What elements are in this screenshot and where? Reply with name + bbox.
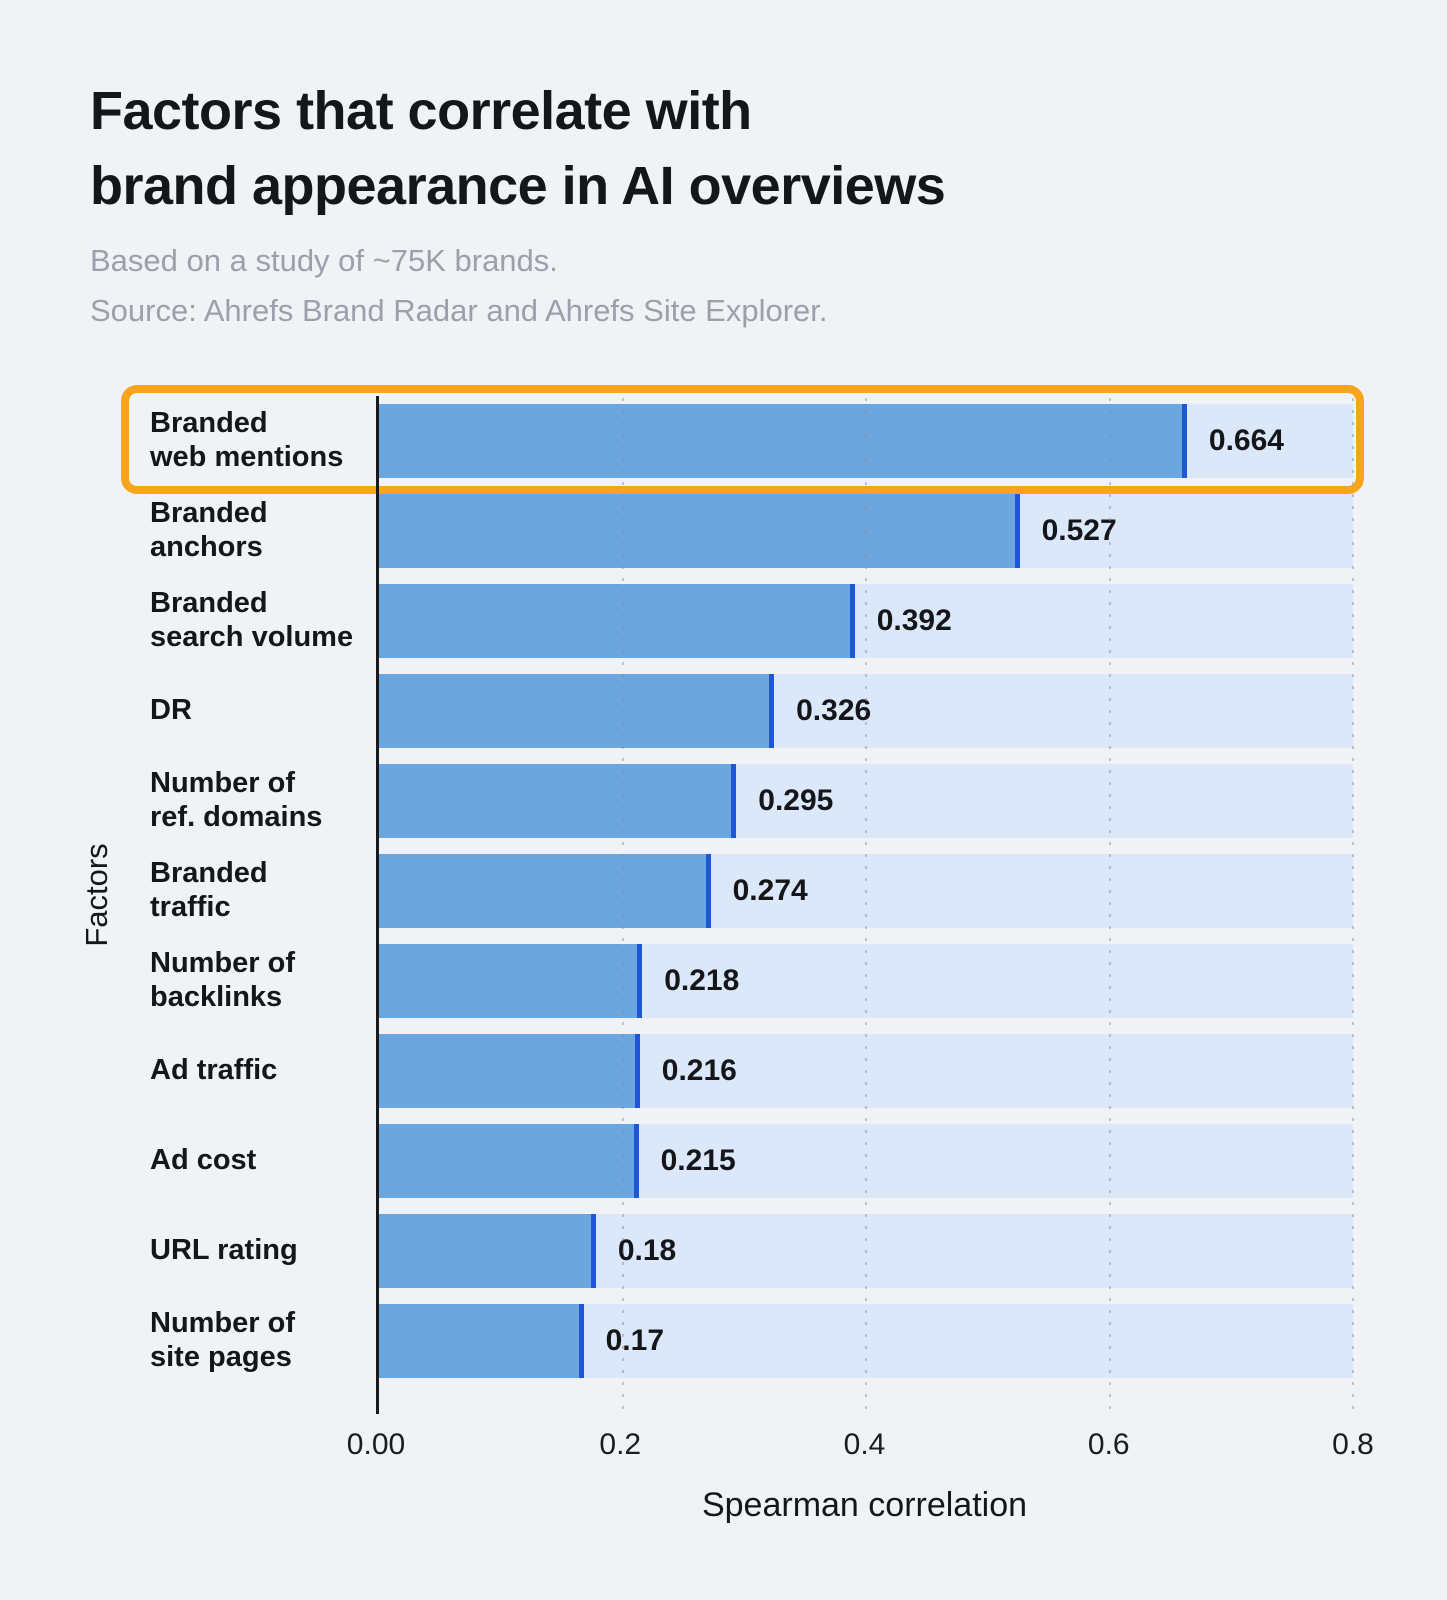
- bar-row: Number of ref. domains 0.295: [133, 764, 1353, 838]
- value-label: 0.326: [796, 694, 872, 727]
- bar-track: 0.17: [376, 1304, 1353, 1378]
- value-label: 0.392: [876, 604, 952, 637]
- bar-fill: [376, 674, 775, 748]
- value-label: 0.17: [605, 1324, 664, 1357]
- category-label: DR: [150, 694, 192, 727]
- category-label: Branded traffic: [150, 857, 268, 923]
- bar-track: 0.295: [376, 764, 1353, 838]
- bar-fill: [376, 944, 643, 1018]
- y-axis-label: Factors: [79, 843, 114, 947]
- value-label: 0.274: [732, 874, 808, 907]
- bar-row: Branded web mentions 0.664: [121, 385, 1364, 494]
- bar-track: 0.664: [376, 404, 1353, 478]
- chart-subtitle: Based on a study of ~75K brands. Source:…: [90, 243, 828, 329]
- category-label: URL rating: [150, 1234, 298, 1267]
- bar-fill: [376, 764, 737, 838]
- bar-row: Ad traffic 0.216: [133, 1034, 1353, 1108]
- value-label: 0.216: [661, 1054, 737, 1087]
- y-axis-line: [376, 396, 379, 1414]
- bar-rows: Branded web mentions 0.664 Branded anchors…: [121, 385, 1364, 1394]
- category-label: Branded search volume: [150, 587, 354, 653]
- value-label: 0.664: [1208, 424, 1284, 457]
- bar-track: 0.326: [376, 674, 1353, 748]
- category-label: Number of ref. domains: [150, 767, 323, 833]
- bar-fill: [376, 1124, 639, 1198]
- x-tick-label: 0.6: [1087, 1428, 1130, 1461]
- category-label: Ad cost: [150, 1144, 257, 1177]
- value-label: 0.218: [664, 964, 740, 997]
- bar-track: 0.216: [376, 1034, 1353, 1108]
- category-label: Branded anchors: [150, 497, 268, 563]
- bar-fill: [376, 1304, 584, 1378]
- category-label: Number of site pages: [150, 1307, 295, 1373]
- category-label: Ad traffic: [150, 1054, 278, 1087]
- category-label: Number of backlinks: [150, 947, 295, 1013]
- x-tick-label: 0.4: [843, 1428, 886, 1461]
- x-axis-label: Spearman correlation: [701, 1486, 1028, 1524]
- bar-track: 0.18: [376, 1214, 1353, 1288]
- bar-fill: [376, 1034, 640, 1108]
- bar-fill: [376, 854, 711, 928]
- bar-fill: [376, 584, 855, 658]
- bar-chart: Factors Branded web mentions 0.664 Branded…: [79, 385, 1374, 1560]
- value-label: 0.295: [758, 784, 834, 817]
- value-label: 0.215: [660, 1144, 736, 1177]
- bar-row: Branded traffic 0.274: [133, 854, 1353, 928]
- value-label: 0.527: [1041, 514, 1117, 547]
- x-tick-label: 0.8: [1332, 1428, 1374, 1461]
- bar-track: 0.274: [376, 854, 1353, 928]
- bar-fill: [376, 1214, 596, 1288]
- bar-row: DR 0.326: [133, 674, 1353, 748]
- bar-row: Ad cost 0.215: [133, 1124, 1353, 1198]
- bar-track: 0.527: [376, 494, 1353, 568]
- category-label: Branded web mentions: [150, 407, 344, 473]
- bar-track: 0.215: [376, 1124, 1353, 1198]
- x-tick-label: 0.00: [346, 1428, 406, 1461]
- bar-row: Number of backlinks 0.218: [133, 944, 1353, 1018]
- bar-row: Number of site pages 0.17: [133, 1304, 1353, 1378]
- bar-fill: [376, 404, 1187, 478]
- bar-row: Branded anchors 0.527: [133, 494, 1353, 568]
- bar-fill: [376, 494, 1020, 568]
- page-title: Factors that correlate with brand appear…: [90, 81, 946, 216]
- x-tick-label: 0.2: [599, 1428, 642, 1461]
- bar-row: Branded search volume 0.392: [133, 584, 1353, 658]
- value-label: 0.18: [617, 1234, 677, 1267]
- bar-row: URL rating 0.18: [133, 1214, 1353, 1288]
- bar-track: 0.392: [376, 584, 1353, 658]
- x-axis-ticks: 0.00 0.2 0.4 0.6 0.8: [347, 1428, 1374, 1470]
- bar-track: 0.218: [376, 944, 1353, 1018]
